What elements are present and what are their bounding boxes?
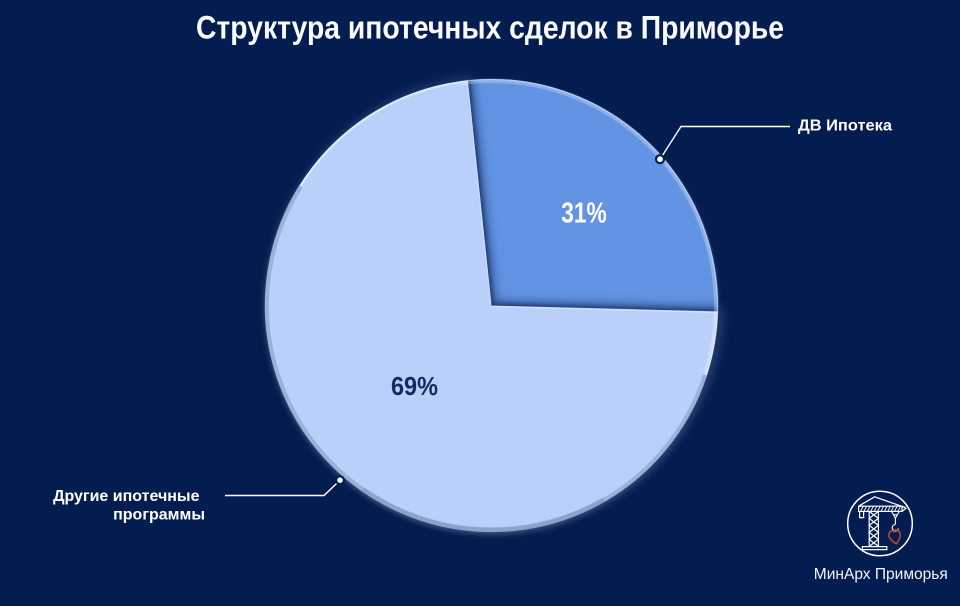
- svg-text:программы: программы: [113, 507, 205, 524]
- svg-text:Структура ипотечных сделок в П: Структура ипотечных сделок в Приморье: [196, 10, 784, 46]
- svg-text:ДВ Ипотека: ДВ Ипотека: [798, 118, 892, 135]
- svg-text:МинАрх Приморья: МинАрх Приморья: [814, 566, 948, 583]
- svg-text:31%: 31%: [561, 197, 607, 229]
- svg-text:Другие ипотечные: Другие ипотечные: [53, 488, 200, 505]
- svg-text:69%: 69%: [391, 371, 438, 401]
